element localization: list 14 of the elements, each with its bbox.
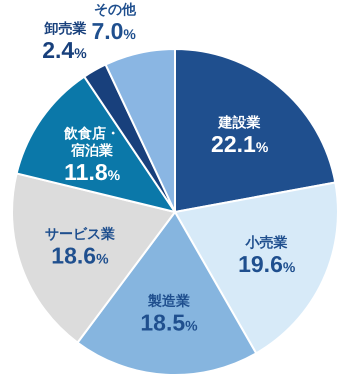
data-label: 11.8% bbox=[64, 159, 121, 186]
slice-label: 小売業 bbox=[244, 234, 288, 250]
data-label: 19.6% bbox=[238, 250, 296, 277]
data-label: 18.6% bbox=[51, 242, 110, 269]
slice-label: 建設業 bbox=[218, 114, 261, 130]
data-label: 2.4% bbox=[42, 36, 88, 63]
slice-label: その他 bbox=[94, 1, 137, 18]
data-label: 7.0% bbox=[91, 18, 136, 44]
slice-label: 卸売業 bbox=[44, 20, 87, 36]
data-label: 22.1% bbox=[211, 130, 269, 157]
slice-label: 製造業 bbox=[146, 292, 190, 308]
data-label: 18.5% bbox=[140, 309, 198, 336]
slice-label: サービス業 bbox=[44, 226, 115, 242]
slice-label: 飲食店・宿泊業 bbox=[63, 125, 120, 158]
